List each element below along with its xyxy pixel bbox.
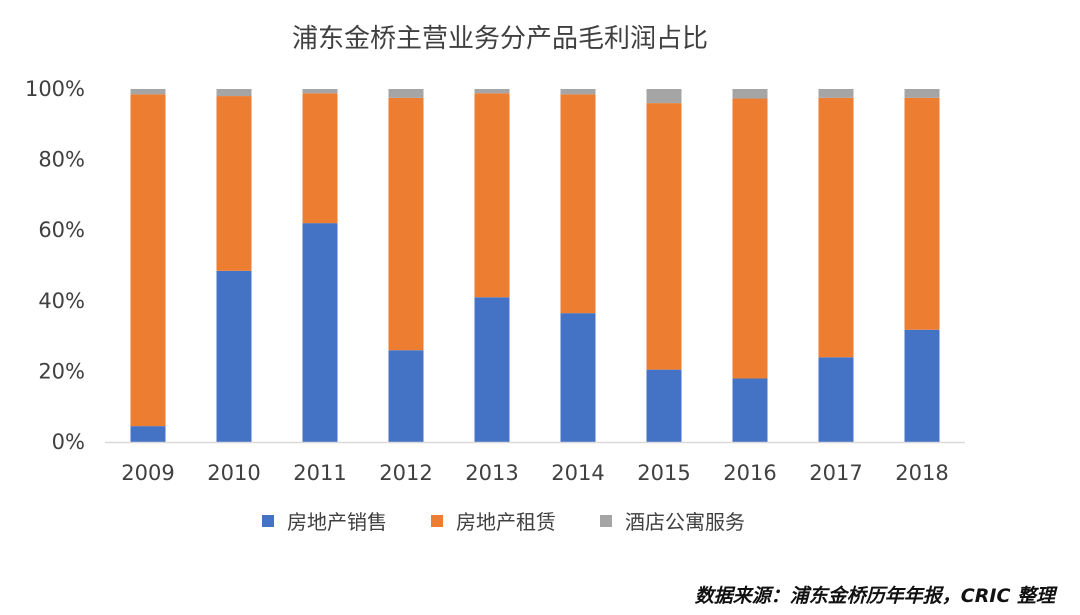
y-tick-label: 20% — [38, 359, 85, 383]
bar-segment-1 — [130, 94, 166, 427]
bar-segment-1 — [560, 94, 596, 314]
bar-segment-2 — [388, 89, 424, 98]
y-tick-label: 0% — [52, 430, 85, 454]
bar-segment-0 — [818, 357, 854, 442]
bar-segment-2 — [130, 89, 166, 95]
x-tick-label: 2014 — [551, 461, 604, 485]
bar-segment-1 — [732, 98, 768, 379]
y-tick-label: 100% — [25, 77, 85, 101]
x-tick-label: 2013 — [465, 461, 518, 485]
bar-segment-0 — [388, 350, 424, 442]
bar-segment-1 — [474, 93, 510, 298]
bar-segment-2 — [474, 89, 510, 94]
bar-segment-2 — [732, 89, 768, 99]
bar-segment-2 — [302, 89, 338, 94]
chart-title: 浦东金桥主营业务分产品毛利润占比 — [292, 24, 708, 54]
x-tick-label: 2010 — [207, 461, 260, 485]
y-tick-label: 60% — [38, 218, 85, 242]
legend-swatch — [431, 515, 443, 527]
bar-segment-2 — [560, 89, 596, 95]
plot-area: 0% 20% 40% 60% 80% 100% 2009 2010 2011 2012 2013 20… — [25, 77, 965, 485]
x-tick-label: 2016 — [723, 461, 776, 485]
bar-segment-1 — [216, 96, 252, 271]
bar-segment-0 — [646, 369, 682, 442]
bar-segment-0 — [560, 313, 596, 442]
legend-label: 酒店公寓服务 — [625, 510, 745, 534]
bar-segment-1 — [646, 103, 682, 370]
x-tick-label: 2009 — [121, 461, 174, 485]
bar-segment-2 — [904, 89, 940, 98]
legend-swatch — [600, 515, 612, 527]
x-tick-label: 2018 — [895, 461, 948, 485]
legend-label: 房地产销售 — [287, 510, 387, 534]
x-tick-label: 2011 — [293, 461, 346, 485]
x-tick-label: 2017 — [809, 461, 862, 485]
legend-swatch — [262, 515, 274, 527]
bar-segment-0 — [474, 297, 510, 442]
bar-segment-2 — [216, 89, 252, 97]
bar-segment-0 — [904, 329, 940, 442]
bar-segment-1 — [818, 97, 854, 358]
bar-segment-0 — [302, 223, 338, 442]
y-tick-label: 80% — [38, 148, 85, 172]
y-tick-label: 40% — [38, 289, 85, 313]
bar-segment-1 — [388, 97, 424, 351]
bar-segment-0 — [216, 270, 252, 442]
legend-label: 房地产租赁 — [456, 510, 556, 534]
bar-segment-1 — [904, 97, 940, 330]
bar-segment-2 — [818, 89, 854, 98]
x-tick-label: 2012 — [379, 461, 432, 485]
bar-segment-0 — [130, 426, 166, 442]
legend: 房地产销售 房地产租赁 酒店公寓服务 — [262, 510, 745, 534]
bar-segment-1 — [302, 93, 338, 224]
source-note: 数据来源：浦东金桥历年年报，CRIC 整理 — [695, 585, 1058, 607]
bar-segment-0 — [732, 378, 768, 442]
x-tick-label: 2015 — [637, 461, 690, 485]
bar-segment-2 — [646, 89, 682, 104]
